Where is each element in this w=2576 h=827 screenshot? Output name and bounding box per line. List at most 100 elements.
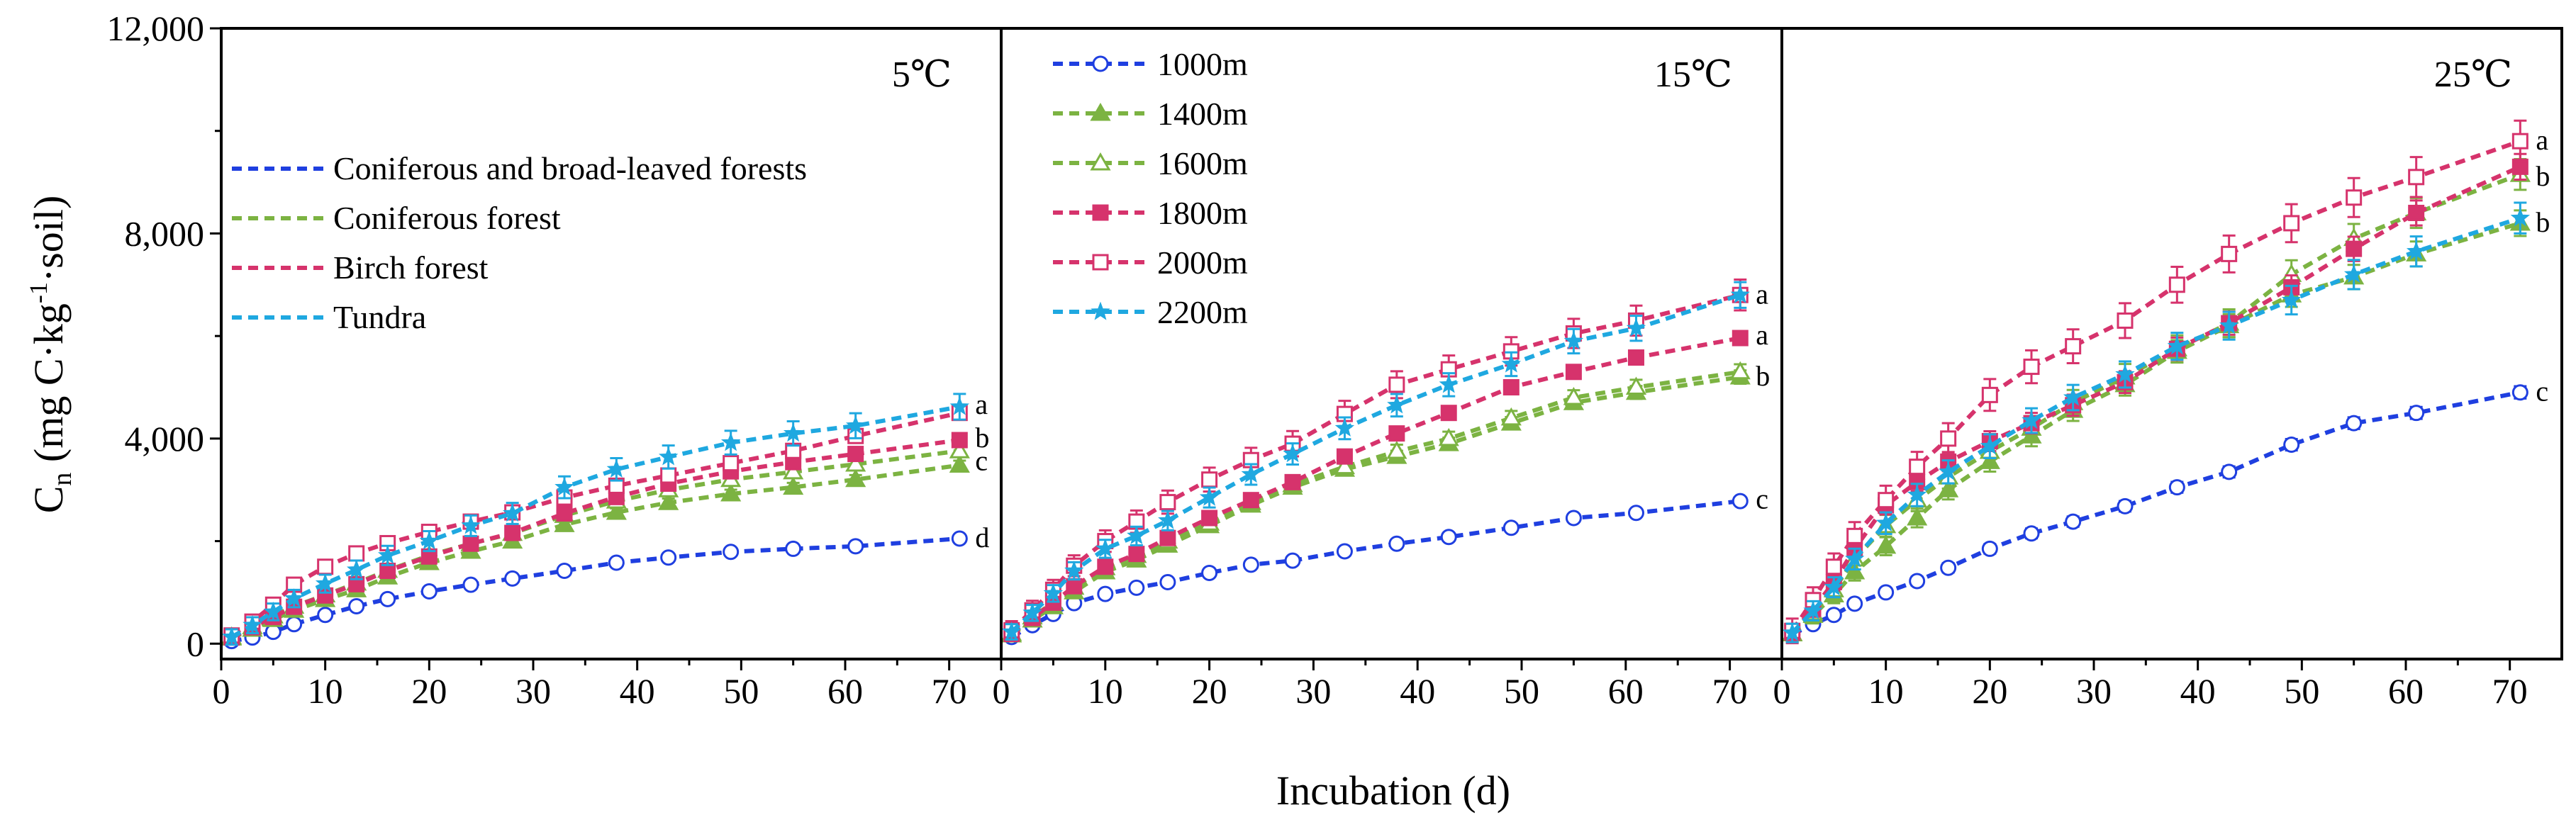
data-point	[1844, 561, 1866, 580]
legend-forest: Coniferous and broad-leaved forests Conif…	[232, 150, 807, 335]
data-point	[504, 570, 521, 587]
data-point	[317, 558, 334, 575]
data-point	[951, 530, 968, 547]
data-point	[1729, 361, 1751, 380]
data-point	[1387, 395, 1407, 414]
x-tick-label: 40	[2180, 671, 2216, 711]
legend-label: Tundra	[333, 299, 426, 335]
significance-letter: c	[1756, 483, 1768, 515]
data-point	[847, 538, 864, 555]
data-point	[1502, 379, 1520, 396]
legend-marker	[1092, 254, 1109, 271]
series-2200m	[221, 393, 970, 646]
legend-altitude: 1000m 1400m 1600m 1800m 2000m 2200m	[1053, 46, 1248, 330]
data-point	[2408, 405, 2425, 422]
data-point	[1334, 417, 1355, 437]
data-point	[1066, 578, 1083, 595]
data-point	[1438, 427, 1459, 446]
data-point	[1242, 492, 1259, 509]
y-tick-label: 0	[186, 624, 204, 663]
plot-frame	[220, 27, 2563, 660]
data-point	[461, 515, 481, 534]
data-point	[346, 559, 367, 578]
data-point	[1440, 405, 1457, 422]
x-tick-label: 20	[1972, 671, 2007, 711]
legend-marker	[1092, 204, 1109, 221]
significance-letter: a	[1756, 278, 1768, 310]
data-point	[420, 583, 437, 600]
significance-letter: a	[1756, 319, 1768, 351]
data-point	[2115, 364, 2135, 383]
x-tick-label: 0	[1773, 671, 1791, 711]
data-point	[2408, 204, 2425, 221]
data-point	[1625, 376, 1647, 395]
data-point	[1981, 386, 1998, 403]
x-tick-label: 60	[1608, 671, 1644, 711]
data-point	[2221, 463, 2238, 480]
data-point	[462, 576, 479, 593]
significance-letter: b	[2536, 206, 2550, 238]
data-point	[1501, 354, 1522, 373]
x-tick-label: 70	[932, 671, 967, 711]
data-point	[1730, 284, 1750, 303]
x-tick-label: 10	[1868, 671, 1904, 711]
data-point	[504, 524, 521, 541]
x-tick-label: 40	[1400, 671, 1435, 711]
data-point	[1565, 364, 1582, 381]
data-point	[949, 396, 970, 415]
data-point	[2065, 338, 2082, 355]
data-point	[720, 483, 742, 502]
data-point	[1907, 507, 1928, 526]
data-point	[1097, 558, 1114, 575]
data-point	[2406, 241, 2426, 260]
x-tick-label: 40	[620, 671, 655, 711]
data-point	[723, 544, 740, 561]
significance-letter: b	[1756, 360, 1770, 392]
series-1400m	[1782, 209, 2531, 643]
data-point	[951, 432, 968, 449]
data-point	[1284, 552, 1301, 569]
data-point	[242, 614, 262, 634]
data-point	[1565, 510, 1582, 527]
data-point	[1388, 535, 1405, 552]
y-tick-label: 8,000	[125, 213, 205, 253]
data-point	[723, 455, 740, 472]
data-point	[1241, 464, 1261, 483]
data-point	[1128, 579, 1145, 596]
data-point	[1386, 440, 1407, 459]
legend-label: Coniferous and broad-leaved forests	[333, 150, 807, 186]
data-point	[1627, 505, 1644, 522]
data-point	[2168, 276, 2185, 293]
panel-title: 15℃	[1654, 55, 1732, 95]
data-point	[348, 545, 365, 562]
data-point	[1283, 444, 1303, 463]
data-point	[2281, 290, 2302, 309]
data-point	[1500, 407, 1522, 426]
data-point	[1064, 561, 1084, 580]
data-point	[1388, 376, 1405, 393]
legend-label: 2200m	[1157, 294, 1248, 330]
data-point	[1732, 493, 1749, 510]
series-2200m	[1001, 281, 1750, 641]
x-tick-label: 50	[2284, 671, 2319, 711]
data-point	[1846, 527, 1863, 544]
data-point	[1732, 330, 1749, 347]
data-point	[2023, 525, 2040, 542]
y-tick-label: 4,000	[125, 419, 205, 458]
data-point	[1909, 573, 1926, 590]
data-point	[1980, 436, 2000, 455]
legend-marker	[1090, 152, 1111, 171]
y-axis-label: Cn (mg C·kg-1·soil)	[24, 196, 77, 514]
data-point	[2065, 513, 2082, 530]
data-point	[221, 626, 242, 646]
data-point	[315, 573, 335, 592]
data-point	[1043, 583, 1064, 602]
data-point	[608, 554, 625, 571]
series-2000m	[1784, 119, 2528, 645]
data-point	[1334, 456, 1356, 475]
data-point	[2346, 240, 2363, 257]
data-point	[1199, 487, 1220, 506]
data-point	[845, 468, 866, 488]
data-point	[783, 423, 803, 442]
